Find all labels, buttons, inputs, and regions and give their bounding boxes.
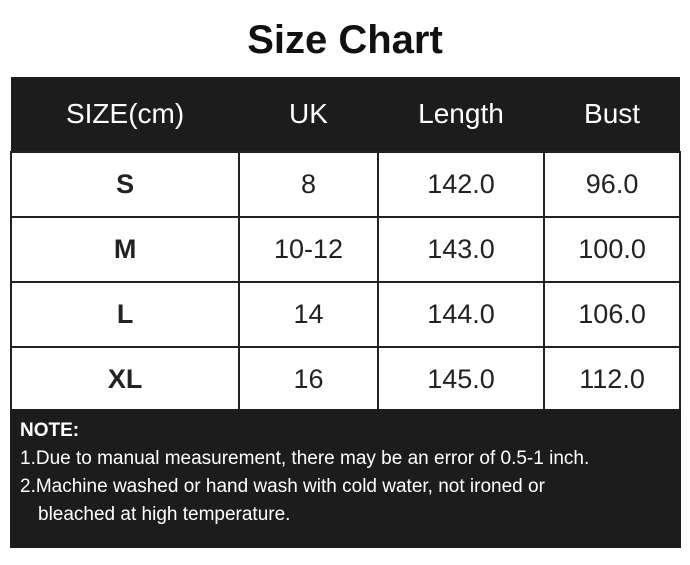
table-cell: S [9,151,241,218]
note-line: 2.Machine washed or hand wash with cold … [20,476,545,497]
note-box: NOTE: 1.Due to manual measurement, there… [10,409,681,548]
table-cell: XL [9,346,241,413]
table-cell: 100.0 [543,216,681,283]
table-cell: 106.0 [543,281,681,348]
header-cell: Length [377,77,545,152]
table-row: XL 16 145.0 112.0 [9,346,681,413]
size-table: SIZE(cm) UK Length Bust S 8 142.0 96.0 M 10-1… [9,77,681,413]
table-cell: 144.0 [376,281,546,348]
table-cell: 143.0 [376,216,546,283]
table-row: M 10-12 143.0 100.0 [9,216,681,283]
table-cell: 16 [238,346,379,413]
table-cell: M [9,216,241,283]
note-heading: NOTE: [20,420,80,441]
table-row: L 14 144.0 106.0 [9,281,681,348]
table-cell: 112.0 [543,346,681,413]
header-row: SIZE(cm) UK Length Bust [11,77,680,152]
table-cell: 8 [238,151,379,218]
note-line: bleached at high temperature. [38,504,291,525]
table-cell: 14 [238,281,379,348]
table-cell: 142.0 [376,151,546,218]
table-row: S 8 142.0 96.0 [9,151,681,218]
page-title: Size Chart [247,18,443,62]
header-cell: Bust [544,77,680,152]
header-cell: SIZE(cm) [11,77,240,152]
table-cell: 145.0 [376,346,546,413]
table-cell: 10-12 [238,216,379,283]
note-line: 1.Due to manual measurement, there may b… [20,448,590,469]
table-cell: L [9,281,241,348]
table-cell: 96.0 [543,151,681,218]
header-cell: UK [239,77,378,152]
